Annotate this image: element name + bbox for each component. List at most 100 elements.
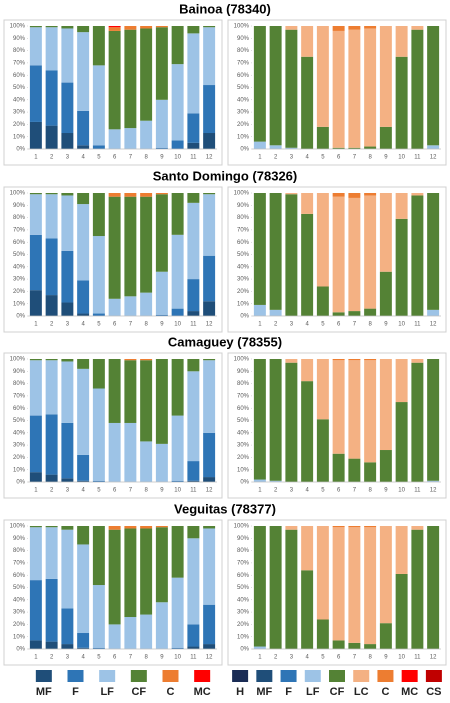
bar-segment xyxy=(301,56,314,149)
legend-label: LF xyxy=(306,686,320,698)
y-tick-label: 40% xyxy=(13,597,26,603)
bar-segment xyxy=(92,647,105,649)
x-tick-label: 9 xyxy=(384,655,388,661)
x-tick-label: 9 xyxy=(160,488,164,494)
bar-segment xyxy=(61,478,74,482)
x-tick-label: 1 xyxy=(34,488,38,494)
bar-segment xyxy=(427,193,440,310)
legend-swatch xyxy=(162,670,179,682)
bar-segment xyxy=(348,642,361,649)
bar-segment xyxy=(124,526,137,529)
y-tick-label: 70% xyxy=(13,60,26,66)
bar-segment xyxy=(187,202,200,280)
y-tick-label: 80% xyxy=(13,381,26,387)
x-tick-label: 12 xyxy=(206,155,213,161)
x-tick-label: 6 xyxy=(113,155,117,161)
y-tick-label: 100% xyxy=(234,357,250,363)
legend-swatch xyxy=(280,670,297,682)
bar-segment xyxy=(187,193,200,203)
bar-segment xyxy=(332,147,345,149)
y-tick-label: 80% xyxy=(13,48,26,54)
bar-segment xyxy=(364,526,377,528)
bar-segment xyxy=(29,526,42,528)
bar-segment xyxy=(332,453,345,482)
y-tick-label: 60% xyxy=(237,73,250,79)
y-tick-label: 10% xyxy=(237,467,250,473)
bar-segment xyxy=(140,120,153,149)
bar-segment xyxy=(379,359,392,451)
legend-label: CS xyxy=(426,686,441,698)
x-tick-label: 9 xyxy=(160,155,164,161)
y-tick-label: 0% xyxy=(240,314,249,320)
bar-segment xyxy=(92,388,105,481)
x-tick-label: 2 xyxy=(50,155,54,161)
bar-segment xyxy=(364,28,377,147)
bar-segment xyxy=(45,360,58,415)
bar-segment xyxy=(29,360,42,416)
bar-segment xyxy=(395,526,408,574)
bar-segment xyxy=(108,26,121,28)
bar-segment xyxy=(253,141,266,149)
bar-segment xyxy=(124,193,137,197)
bar-segment xyxy=(348,29,361,148)
y-tick-label: 30% xyxy=(13,277,26,283)
bar-segment xyxy=(171,647,184,649)
bar-segment xyxy=(140,441,153,482)
y-tick-label: 90% xyxy=(13,369,26,375)
bar-segment xyxy=(92,313,105,316)
bar-segment xyxy=(316,419,329,482)
bar-segment xyxy=(77,633,90,648)
x-tick-label: 2 xyxy=(274,488,278,494)
x-tick-label: 3 xyxy=(290,322,294,328)
y-tick-label: 10% xyxy=(237,134,250,140)
bar-segment xyxy=(45,359,58,361)
bar-segment xyxy=(203,26,216,28)
bar-segment xyxy=(301,381,314,482)
bar-segment xyxy=(332,193,345,197)
bar-segment xyxy=(45,295,58,316)
x-tick-label: 10 xyxy=(174,322,181,328)
x-tick-label: 10 xyxy=(174,488,181,494)
bar-segment xyxy=(92,480,105,482)
bar-segment xyxy=(348,26,361,30)
y-tick-label: 50% xyxy=(13,418,26,424)
bar-segment xyxy=(140,614,153,649)
bar-segment xyxy=(348,147,361,149)
y-tick-label: 0% xyxy=(16,147,25,153)
y-tick-label: 100% xyxy=(234,24,250,30)
bar-segment xyxy=(285,147,298,149)
bar-segment xyxy=(155,193,168,195)
bar-segment xyxy=(285,526,298,530)
bar-segment xyxy=(77,368,90,455)
x-tick-label: 1 xyxy=(258,655,262,661)
bar-segment xyxy=(140,193,153,197)
bar-segment xyxy=(203,359,216,361)
bar-segment xyxy=(203,526,216,529)
bar-segment xyxy=(171,308,184,316)
y-tick-label: 40% xyxy=(13,264,26,270)
bar-segment xyxy=(301,359,314,382)
bar-segment xyxy=(285,194,298,316)
bar-segment xyxy=(124,128,137,149)
bar-segment xyxy=(348,359,361,361)
bar-segment xyxy=(203,360,216,433)
x-tick-label: 4 xyxy=(305,322,309,328)
bar-segment xyxy=(379,623,392,649)
x-tick-label: 6 xyxy=(337,655,341,661)
x-tick-label: 11 xyxy=(190,322,197,328)
legend-label: C xyxy=(167,686,175,698)
y-tick-label: 70% xyxy=(13,227,26,233)
bar-segment xyxy=(45,238,58,296)
bar-segment xyxy=(269,26,282,146)
y-tick-label: 70% xyxy=(237,560,250,566)
bar-segment xyxy=(332,26,345,31)
bar-segment xyxy=(364,308,377,316)
x-tick-label: 7 xyxy=(129,155,133,161)
bar-segment xyxy=(171,359,184,416)
bar-segment xyxy=(61,250,74,303)
y-tick-label: 70% xyxy=(237,393,250,399)
bar-segment xyxy=(171,526,184,578)
bar-segment xyxy=(45,70,58,126)
x-tick-label: 9 xyxy=(384,155,388,161)
